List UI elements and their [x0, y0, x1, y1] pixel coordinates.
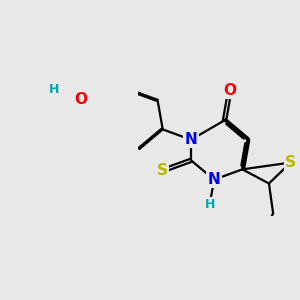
Text: H: H — [205, 198, 215, 211]
Text: O: O — [74, 92, 87, 107]
Text: H: H — [49, 83, 59, 96]
Text: N: N — [184, 132, 197, 147]
Text: S: S — [285, 155, 296, 170]
Text: O: O — [223, 83, 236, 98]
Text: S: S — [157, 163, 168, 178]
Text: N: N — [208, 172, 220, 187]
